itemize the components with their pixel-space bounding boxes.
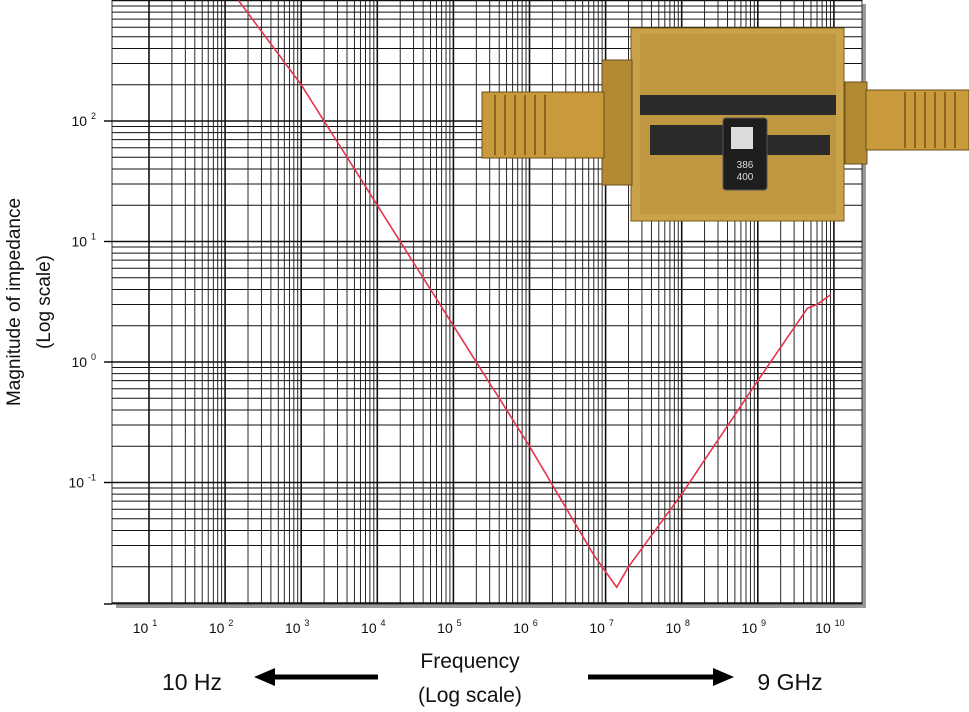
svg-text:386: 386 bbox=[737, 160, 754, 171]
range-end-label: 9 GHz bbox=[757, 669, 822, 695]
x-tick-label: 10 9 bbox=[742, 618, 766, 636]
fixture-photo: 386 400 bbox=[481, 27, 969, 222]
x-tick-label: 10 5 bbox=[437, 618, 461, 636]
y-tick-label: 10 0 bbox=[72, 352, 96, 370]
y-axis-label: Magnitude of impedance (Log scale) bbox=[4, 198, 55, 406]
y-tick-label: 10 -1 bbox=[69, 473, 96, 491]
x-tick-label: 10 7 bbox=[589, 618, 613, 636]
y-axis-ticks: 10 2 10 1 10 0 10 -1 bbox=[69, 111, 112, 605]
x-tick-label: 10 1 bbox=[133, 618, 157, 636]
right-arrow-icon bbox=[588, 668, 734, 686]
y-axis-subtitle: (Log scale) bbox=[34, 255, 55, 349]
x-tick-label: 10 2 bbox=[209, 618, 233, 636]
range-start-label: 10 Hz bbox=[162, 669, 222, 695]
series-layer bbox=[237, 0, 831, 589]
x-tick-label: 10 6 bbox=[513, 618, 537, 636]
x-tick-label: 10 10 bbox=[815, 618, 844, 636]
y-axis-title: Magnitude of impedance bbox=[4, 198, 25, 406]
x-tick-label: 10 3 bbox=[285, 618, 309, 636]
impedance-curve bbox=[237, 0, 831, 589]
svg-text:400: 400 bbox=[737, 172, 754, 183]
x-axis-ticks: 10 1 10 2 10 3 10 4 10 5 10 6 10 7 10 8 10 9 10 1… bbox=[133, 618, 845, 636]
x-tick-label: 10 4 bbox=[361, 618, 385, 636]
y-tick-label: 10 1 bbox=[72, 232, 96, 250]
x-axis-subtitle: (Log scale) bbox=[418, 684, 522, 707]
x-tick-label: 10 8 bbox=[665, 618, 689, 636]
x-axis-title: Frequency bbox=[420, 650, 520, 673]
y-tick-label: 10 2 bbox=[72, 111, 96, 129]
left-arrow-icon bbox=[254, 668, 378, 686]
